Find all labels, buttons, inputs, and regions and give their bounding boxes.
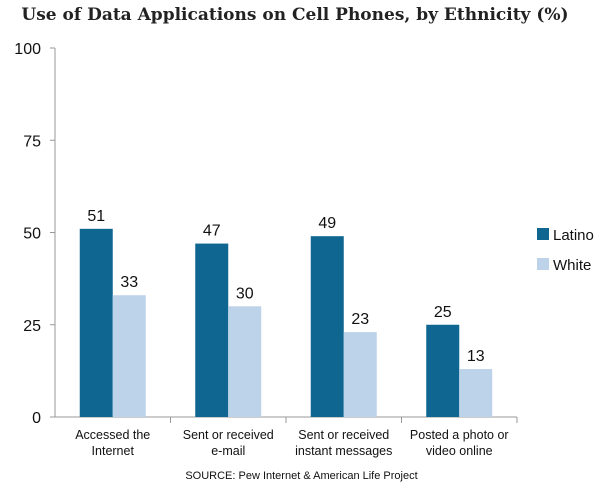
bar-latino-0 [79,228,113,417]
category-label: Internet [92,444,135,458]
data-label: 23 [351,311,369,328]
bar-white-3 [459,369,493,417]
bars: 51 33 47 30 49 23 25 13 [79,208,493,417]
y-tick-label: 25 [23,318,41,335]
legend: Latino White [537,227,594,274]
category-label: Sent or received [298,428,389,442]
legend-swatch-latino [537,228,549,240]
bar-latino-3 [426,324,460,417]
data-label: 13 [467,348,485,365]
bar-latino-1 [195,243,229,417]
y-tick-label: 50 [23,226,41,243]
legend-swatch-white [537,258,549,270]
legend-label-latino: Latino [553,227,594,244]
category-label: Accessed the [75,428,150,442]
category-label: video online [426,444,493,458]
data-label: 33 [120,274,138,291]
chart-title: Use of Data Applications on Cell Phones,… [21,5,569,25]
legend-label-white: White [553,257,591,274]
y-tick-label: 75 [23,133,41,150]
data-label: 25 [434,304,452,321]
category-label: Posted a photo or [410,428,509,442]
y-tick-label: 100 [14,41,41,58]
data-label: 30 [236,285,254,302]
data-label: 47 [203,223,221,240]
bar-white-0 [112,295,146,417]
bar-white-2 [343,332,377,417]
category-label: e-mail [211,444,245,458]
bar-white-1 [228,306,262,417]
y-axis-ticks: 0 25 50 75 100 [14,41,55,427]
bar-latino-2 [310,236,344,417]
category-label: Sent or received [183,428,274,442]
data-label: 49 [318,215,336,232]
data-label: 51 [87,208,105,225]
category-label: instant messages [295,444,392,458]
category-labels: Accessed the Internet Sent or received e-ma… [75,428,508,458]
y-tick-label: 0 [32,410,41,427]
chart-source: SOURCE: Pew Internet & American Life Pro… [185,470,418,482]
